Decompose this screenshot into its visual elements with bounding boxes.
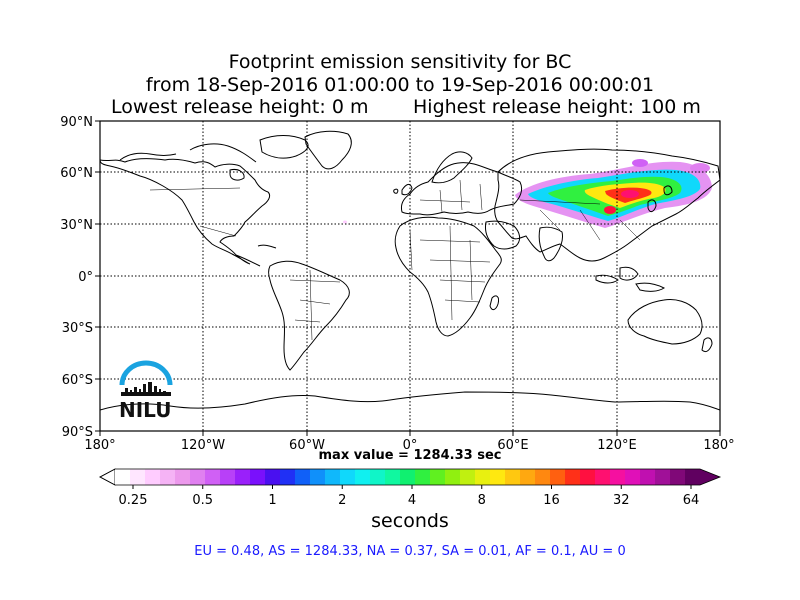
colorbar-tick-label: 8	[478, 493, 486, 508]
colorbar-segment	[460, 469, 476, 485]
lat-tick-label: 30°N	[60, 218, 93, 233]
colorbar-segment	[280, 469, 296, 485]
colorbar-tick-label: 1	[268, 493, 276, 508]
colorbar-tick-label: 64	[683, 493, 700, 508]
colorbar-segment	[655, 469, 671, 485]
colorbar-segment	[325, 469, 341, 485]
lon-tick-label: 60°W	[289, 438, 325, 453]
logo-skyline-icon	[121, 382, 171, 396]
sensitivity-plume	[343, 159, 712, 228]
lat-tick-label: 90°N	[60, 115, 93, 130]
colorbar-segment	[580, 469, 596, 485]
colorbar-segment	[595, 469, 611, 485]
nilu-logo	[119, 360, 173, 396]
colorbar-segment	[610, 469, 626, 485]
lon-tick-label: 120°E	[597, 438, 637, 453]
region-values: EU = 0.48, AS = 1284.33, NA = 0.37, SA =…	[194, 544, 626, 559]
logo-text: NILU	[119, 398, 172, 422]
colorbar-tick-label: 32	[613, 493, 630, 508]
colorbar-segment	[310, 469, 326, 485]
colorbar-segment	[520, 469, 536, 485]
lat-tick-label: 90°S	[62, 425, 93, 440]
coastlines	[100, 130, 720, 411]
country-borders	[149, 179, 641, 341]
lowest-release-height: Lowest release height: 0 m	[111, 96, 369, 118]
colorbar	[99, 468, 722, 486]
colorbar-segment	[205, 469, 221, 485]
lon-tick-label: 180°	[703, 438, 734, 453]
highest-release-height: Highest release height: 100 m	[413, 96, 701, 118]
colorbar-min-extend	[99, 468, 116, 486]
colorbar-segment	[340, 469, 356, 485]
lat-tick-label: 0°	[78, 270, 93, 285]
colorbar-segment	[190, 469, 206, 485]
colorbar-segment	[685, 469, 701, 485]
colorbar-tick-label: 0.5	[192, 493, 213, 508]
lat-tick-label: 60°S	[62, 373, 93, 388]
colorbar-segment	[475, 469, 491, 485]
colorbar-segment	[115, 469, 131, 485]
colorbar-tick-label: 2	[338, 493, 346, 508]
colorbar-segment	[220, 469, 236, 485]
lat-tick-label: 60°N	[60, 166, 93, 181]
colorbar-segment	[550, 469, 566, 485]
graticule	[100, 121, 720, 431]
lon-tick-label: 120°W	[181, 438, 225, 453]
colorbar-segment	[415, 469, 431, 485]
logo-arc-icon	[119, 360, 173, 386]
colorbar-label: seconds	[371, 510, 449, 532]
colorbar-max-extend	[700, 469, 720, 485]
colorbar-segment	[370, 469, 386, 485]
colorbar-segment	[295, 469, 311, 485]
colorbar-tick-label: 4	[408, 493, 416, 508]
colorbar-tick-label: 16	[543, 493, 560, 508]
axis-ticks	[95, 120, 721, 436]
colorbar-segment	[430, 469, 446, 485]
colorbar-segment	[625, 469, 641, 485]
colorbar-segment	[265, 469, 281, 485]
title-line-2: from 18-Sep-2016 01:00:00 to 19-Sep-2016…	[145, 74, 655, 96]
colorbar-segment	[145, 469, 161, 485]
colorbar-segment	[400, 469, 416, 485]
colorbar-segment	[670, 469, 686, 485]
colorbar-segment	[535, 469, 551, 485]
colorbar-segment	[175, 469, 191, 485]
colorbar-segment	[235, 469, 251, 485]
colorbar-segment	[445, 469, 461, 485]
lon-tick-label: 60°E	[497, 438, 528, 453]
colorbar-segment	[130, 469, 146, 485]
lon-tick-label: 180°	[84, 438, 115, 453]
colorbar-segment	[250, 469, 266, 485]
colorbar-tick-label: 0.25	[119, 493, 148, 508]
max-value-label: max value = 1284.33 sec	[318, 448, 502, 463]
colorbar-segment	[385, 469, 401, 485]
colorbar-segment	[160, 469, 176, 485]
colorbar-segment	[505, 469, 521, 485]
lat-tick-label: 30°S	[62, 321, 93, 336]
colorbar-outline	[99, 468, 722, 486]
lon-tick-label: 0°	[403, 438, 418, 453]
colorbar-segment	[355, 469, 371, 485]
colorbar-ticks: 0.25 0.5 1 2 4 8 16 32 64	[119, 485, 700, 508]
colorbar-segment	[640, 469, 656, 485]
colorbar-segment	[490, 469, 506, 485]
colorbar-segment	[565, 469, 581, 485]
title-line-1: Footprint emission sensitivity for BC	[228, 51, 572, 73]
